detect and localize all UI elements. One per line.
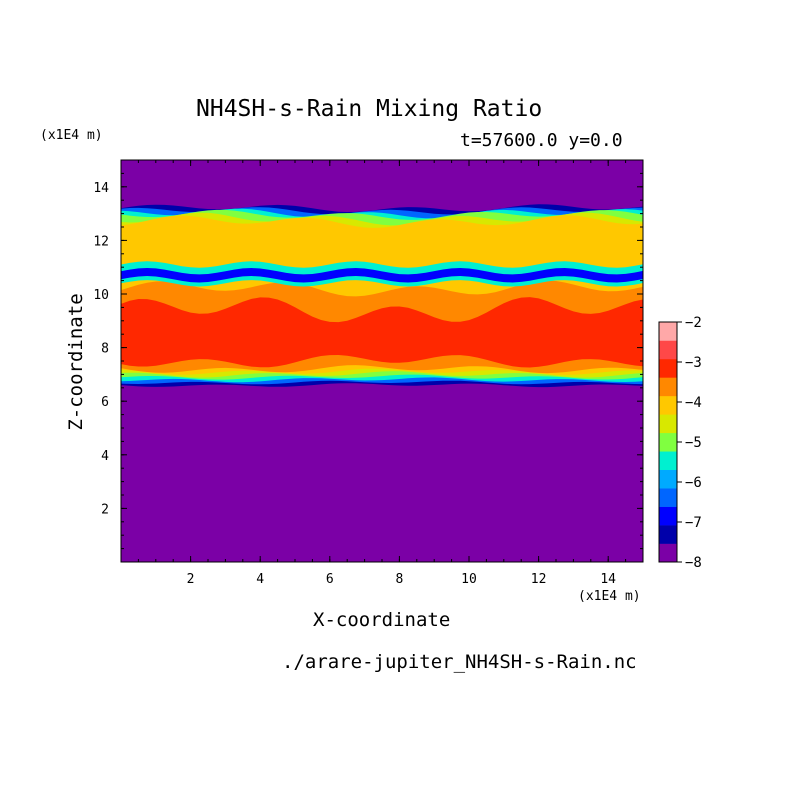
x-tick-label: 8 [395,572,403,587]
y-axis-unit: (x1E4 m) [40,128,103,143]
colorbar-tick-label: −7 [685,515,702,531]
colorbar-segment [659,451,677,470]
colorbar-segment [659,506,677,526]
colorbar-segment [659,340,677,360]
colorbar-tick-label: −5 [685,435,702,451]
colorbar-segment [659,543,677,563]
colorbar-segment [659,488,677,507]
chart-title: NH4SH-s-Rain Mixing Ratio [196,96,543,122]
colorbar-tick-label: −4 [685,395,702,411]
colorbar-tick-label: −2 [685,315,702,331]
colorbar-tick-label: −6 [685,475,702,491]
colorbar-segment [659,469,677,489]
colorbar-tick-label: −8 [685,555,702,571]
x-axis-unit: (x1E4 m) [578,589,641,604]
colorbar-segment [659,377,677,397]
colorbar-tick-label: −3 [685,355,702,371]
y-tick-label: 10 [93,288,109,303]
y-tick-label: 14 [93,181,109,196]
y-tick-label: 12 [93,234,109,249]
colorbar-segment [659,414,677,434]
x-tick-label: 12 [531,572,547,587]
colorbar-segment [659,395,677,415]
colorbar-segment [659,432,677,452]
colorbar: −2 −3 −4 −5 −6 −7 −8 [658,315,702,571]
y-tick-label: 8 [101,342,109,357]
x-tick-label: 14 [600,572,616,587]
chart-subtitle: t=57600.0 y=0.0 [460,130,623,151]
colorbar-segment [659,322,677,341]
contour-band [121,268,643,283]
x-tick-label: 10 [461,572,477,587]
y-tick-label: 6 [101,395,109,410]
x-axis-label: X-coordinate [313,609,451,631]
colorbar-segment [659,525,677,544]
y-tick-label: 4 [101,449,109,464]
colorbar-segment [659,358,677,378]
y-tick-label: 2 [101,502,109,517]
contour-layer [121,297,643,368]
x-tick-label: 2 [187,572,195,587]
contour-fills [121,160,643,562]
x-tick-label: 6 [326,572,334,587]
y-axis-ticks: 2 4 6 8 10 12 14 [93,172,643,550]
source-filename: ./arare-jupiter_NH4SH-s-Rain.nc [282,651,637,673]
x-tick-label: 4 [256,572,264,587]
x-axis-ticks: 2 4 6 8 10 12 14 [137,160,627,587]
